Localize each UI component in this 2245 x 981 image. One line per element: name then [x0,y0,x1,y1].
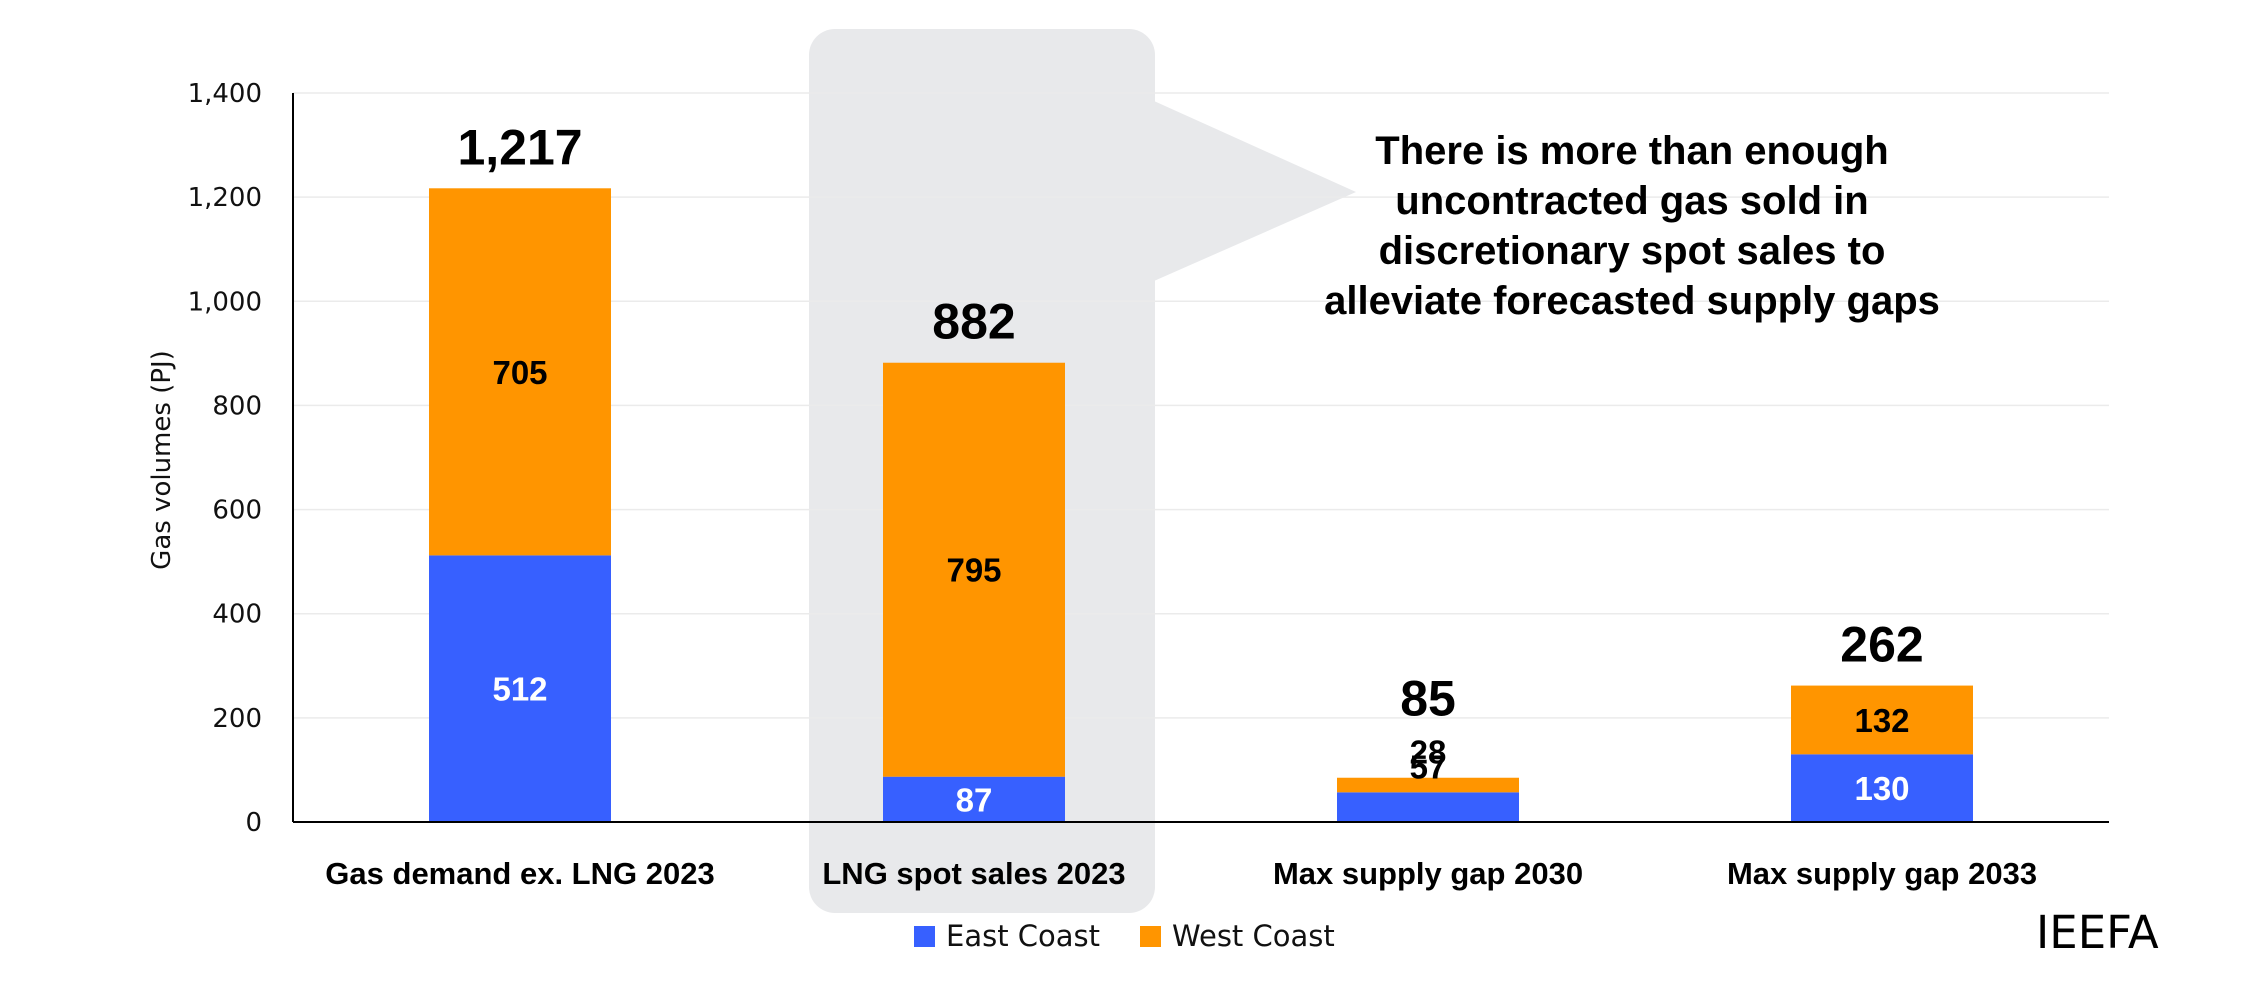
bar-segment-west-coast [883,362,1065,777]
segment-label-west-coast: 28 [1410,734,1447,771]
bar-segment-east-coast [1337,792,1519,822]
total-labels: 1,217 882 85 262 [457,119,1923,726]
y-tick-label: 400 [212,600,262,630]
segment-label-west-coast: 705 [492,354,547,391]
legend-swatch-east-coast [914,926,935,947]
legend-item-west-coast[interactable]: West Coast [1140,919,1335,953]
category-label: Max supply gap 2030 [1273,856,1583,891]
total-label: 882 [932,294,1015,350]
callout-line: discretionary spot sales to [1379,229,1886,273]
y-tick-label: 200 [212,704,262,734]
category-label: Max supply gap 2033 [1727,856,2037,891]
legend: East Coast West Coast [914,919,1335,953]
segment-label-west-coast: 795 [946,552,1001,589]
y-tick-label: 1,200 [188,183,262,213]
callout-pointer [1154,101,1356,281]
segment-label-east-coast: 130 [1854,770,1909,807]
y-tick-label: 600 [212,496,262,526]
bar-segment-east-coast [1791,754,1973,822]
y-tick-label: 800 [212,391,262,421]
callout-line: There is more than enough [1375,129,1888,173]
legend-swatch-west-coast [1140,926,1161,947]
category-label: LNG spot sales 2023 [822,856,1125,891]
gridlines [293,92,2109,719]
callout-annotation: There is more than enough uncontracted g… [1324,129,1940,323]
total-label: 1,217 [457,119,582,175]
y-axis-title: Gas volumes (PJ) [147,350,177,570]
legend-label-east-coast: East Coast [946,919,1100,953]
bars [429,188,1973,822]
brand-logo: IEEFA [2036,906,2159,959]
bar-segment-west-coast [1337,777,1519,793]
total-label: 85 [1400,671,1456,727]
segment-label-east-coast: 57 [1410,748,1447,785]
y-tick-label: 1,400 [188,79,262,109]
segment-label-west-coast: 132 [1854,702,1909,739]
bar-segment-west-coast [429,188,611,556]
y-tick-label: 0 [245,808,262,838]
bar-segment-east-coast [429,555,611,822]
callout-line: alleviate forecasted supply gaps [1324,279,1940,323]
y-tick-labels: 0 200 400 600 800 1,000 1,200 1,400 [188,79,262,838]
total-label: 262 [1840,617,1923,673]
segment-label-east-coast: 87 [956,781,993,818]
y-tick-label: 1,000 [188,287,262,317]
bar-segment-west-coast [1791,685,1973,755]
legend-label-west-coast: West Coast [1172,919,1335,953]
category-label: Gas demand ex. LNG 2023 [325,856,714,891]
callout-line: uncontracted gas sold in [1395,179,1868,223]
category-labels: Gas demand ex. LNG 2023 LNG spot sales 20… [325,856,2037,891]
segment-label-east-coast: 512 [492,671,547,708]
axes [292,93,2109,823]
legend-item-east-coast[interactable]: East Coast [914,919,1100,953]
bar-segment-east-coast [883,776,1065,822]
